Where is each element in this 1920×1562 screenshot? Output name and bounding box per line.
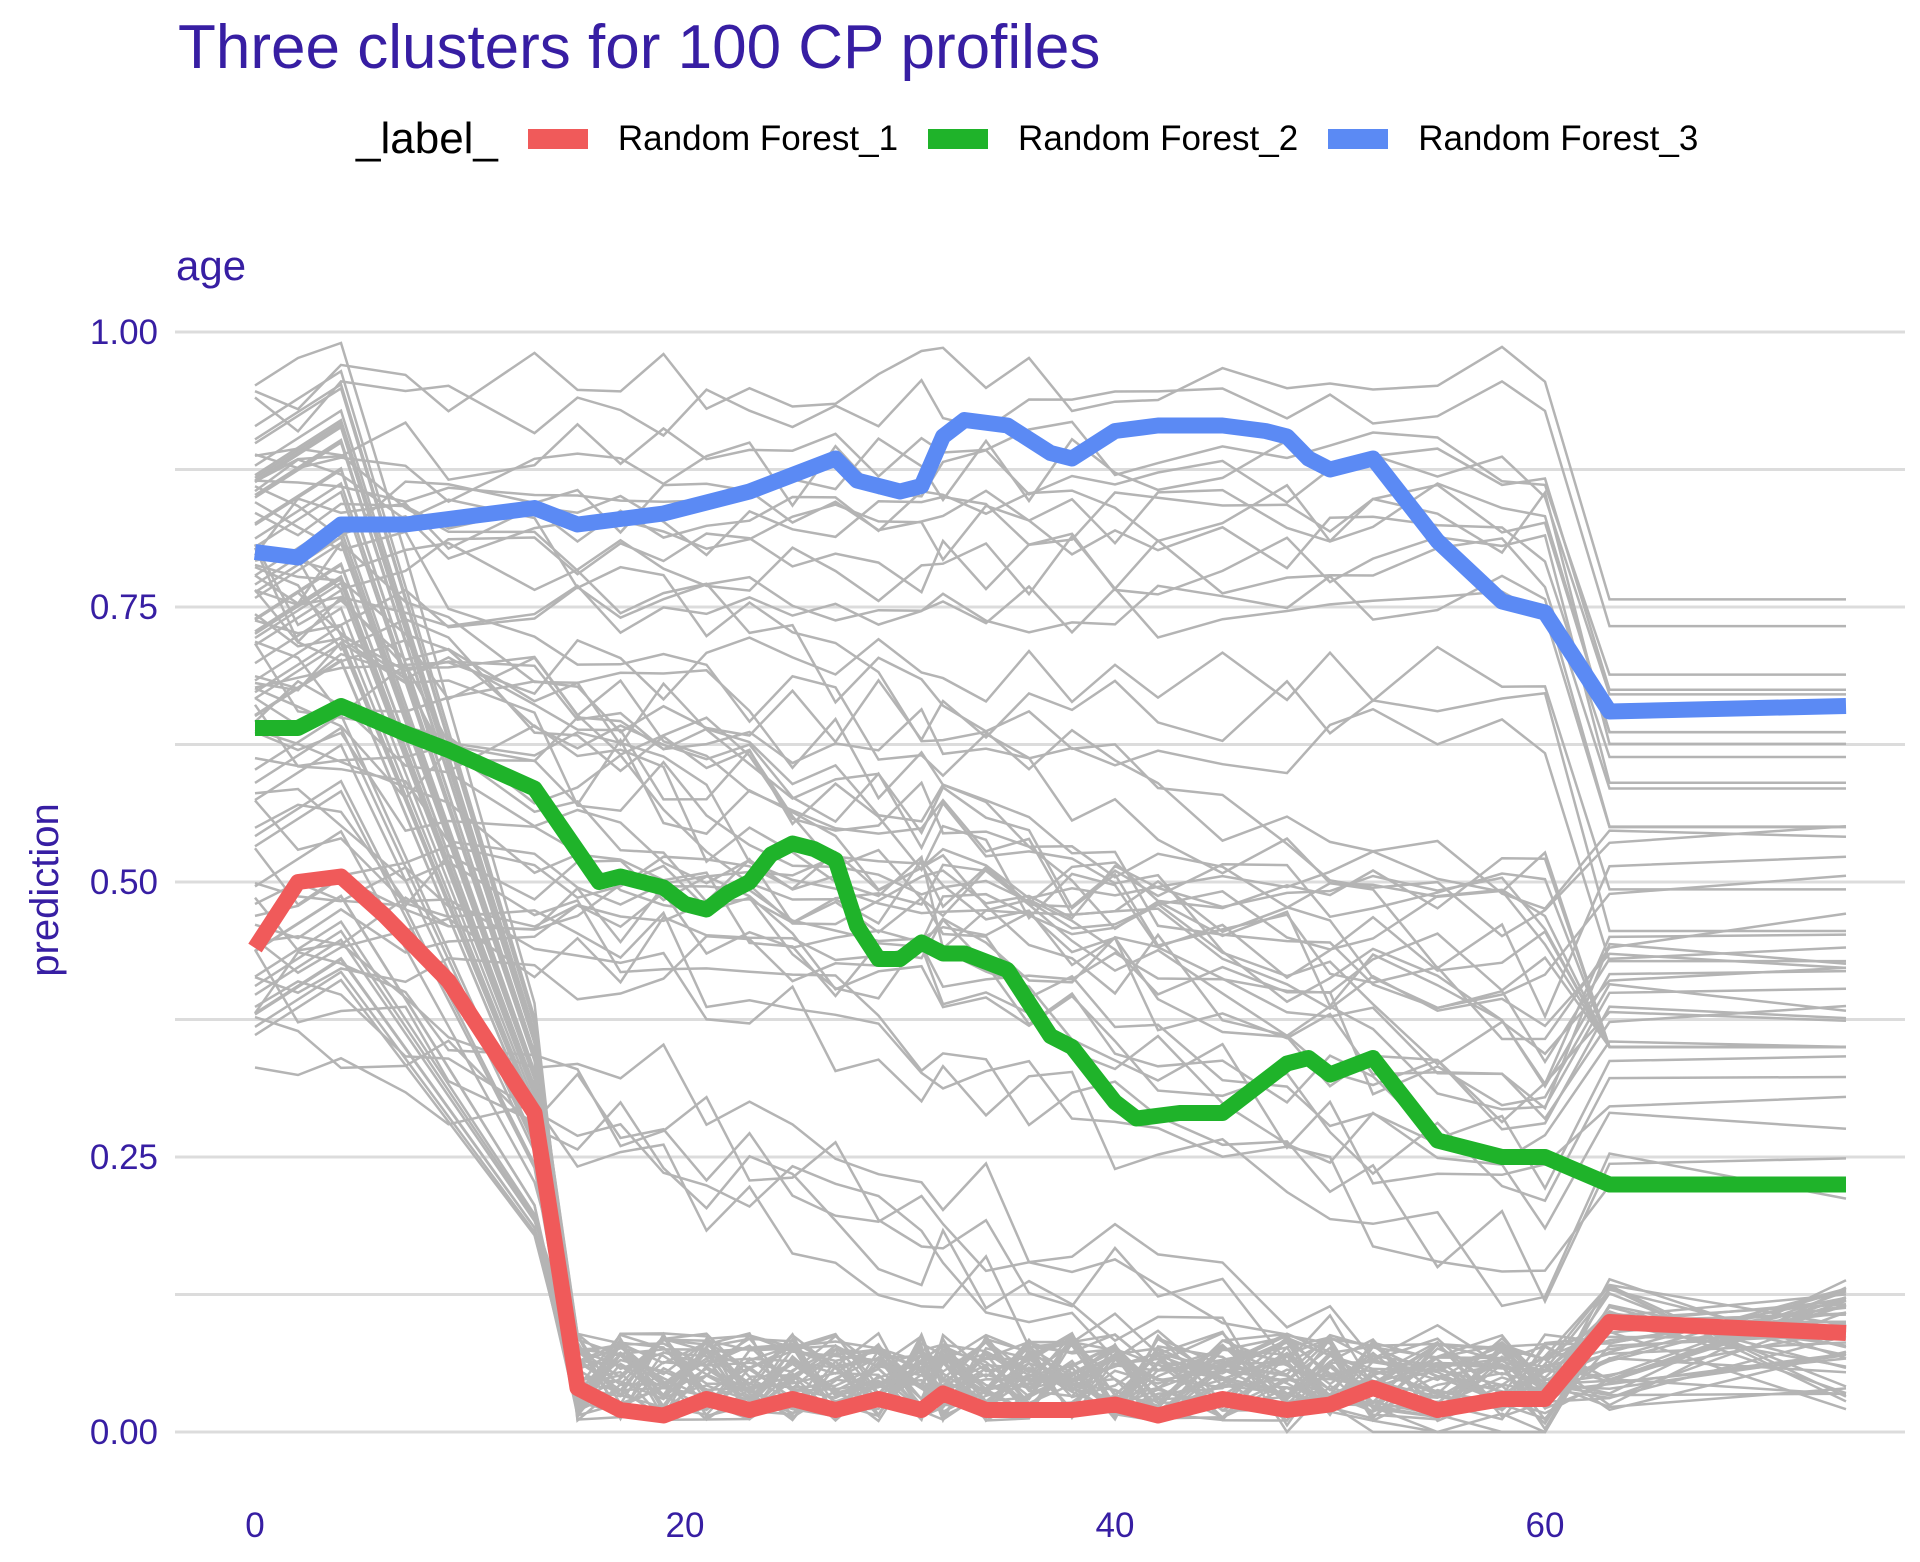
background-profile-line — [254, 687, 1847, 1163]
cluster-series — [248, 412, 1847, 1424]
background-profile-line — [254, 932, 1846, 1049]
background-profile-line — [254, 480, 1846, 734]
background-profile-line — [254, 853, 1846, 1049]
background-profile-line — [254, 436, 1846, 692]
legend-swatch-random-forest-2 — [928, 129, 989, 149]
background-profile-line — [253, 543, 1847, 1041]
background-profile-line — [254, 707, 1846, 963]
background-profile-line — [254, 787, 1847, 1305]
y-axis-ticks: 0.00 0.25 0.50 0.75 1.00 — [90, 313, 158, 1452]
x-tick-label: 40 — [1096, 1506, 1135, 1545]
background-profile-line — [254, 467, 1847, 1423]
background-profile-line — [254, 978, 1847, 1423]
y-tick-label: 0.00 — [90, 1413, 158, 1452]
background-profile-line — [254, 341, 1847, 1418]
x-tick-label: 20 — [666, 1506, 705, 1545]
background-profile-line — [254, 888, 1846, 1049]
x-tick-label: 60 — [1526, 1506, 1565, 1545]
background-profile-line — [254, 679, 1847, 1191]
background-profile-line — [254, 636, 1846, 891]
series-line-random-forest-1 — [248, 868, 1847, 1424]
background-profile-line — [254, 728, 1847, 1231]
background-profile-line — [254, 481, 1847, 1422]
background-profile-line — [254, 678, 1846, 933]
x-tick-label: 0 — [245, 1506, 264, 1545]
legend-swatch-random-forest-1 — [527, 129, 588, 149]
y-tick-label: 1.00 — [90, 313, 158, 352]
background-profile-line — [254, 440, 1847, 1420]
legend-title: _label_ — [356, 114, 498, 163]
background-profile-line — [254, 501, 1847, 1020]
background-profile-line — [254, 345, 1846, 601]
panel-label: age — [176, 242, 246, 289]
y-tick-label: 0.75 — [90, 588, 158, 627]
background-profile-line — [254, 799, 1847, 1273]
legend-swatch-random-forest-3 — [1328, 129, 1389, 149]
background-profile-line — [254, 803, 1847, 1308]
legend-item-random-forest-2: Random Forest_2 — [928, 119, 1298, 159]
background-profile-line — [254, 591, 1847, 1066]
legend-item-random-forest-1: Random Forest_1 — [527, 119, 899, 159]
background-profile-line — [253, 704, 1847, 1203]
legend-label-random-forest-2: Random Forest_2 — [1018, 119, 1299, 158]
background-profile-line — [254, 503, 1846, 759]
series-line-random-forest-2 — [255, 698, 1846, 1193]
background-profile-line — [254, 640, 1847, 1107]
y-axis-label: prediction — [23, 803, 67, 976]
legend-item-random-forest-3: Random Forest_3 — [1328, 119, 1698, 159]
legend-label-random-forest-3: Random Forest_3 — [1418, 119, 1699, 158]
y-tick-label: 0.50 — [90, 863, 158, 902]
background-profile-line — [254, 574, 1846, 828]
background-profile-line — [254, 532, 1846, 784]
background-profiles — [253, 341, 1847, 1435]
chart-title: Three clusters for 100 CP profiles — [178, 13, 1101, 82]
background-profile-line — [254, 652, 1847, 1124]
y-tick-label: 0.25 — [90, 1138, 158, 1177]
x-axis-ticks: 0 20 40 60 — [245, 1506, 1564, 1545]
background-profile-line — [254, 575, 1846, 829]
grid-lines — [175, 330, 1905, 1434]
series-line-random-forest-3 — [253, 412, 1847, 720]
background-profile-line — [254, 726, 1847, 1412]
background-profile-line — [254, 565, 1847, 1111]
background-profile-line — [254, 378, 1846, 628]
background-profile-line — [254, 879, 1846, 1049]
legend-label-random-forest-1: Random Forest_1 — [617, 119, 899, 158]
background-profile-line — [254, 563, 1847, 1089]
legend: _label_ Random Forest_1 Random Forest_2 … — [356, 112, 1728, 166]
background-profile-line — [254, 1056, 1846, 1435]
background-profile-line — [254, 541, 1847, 1010]
